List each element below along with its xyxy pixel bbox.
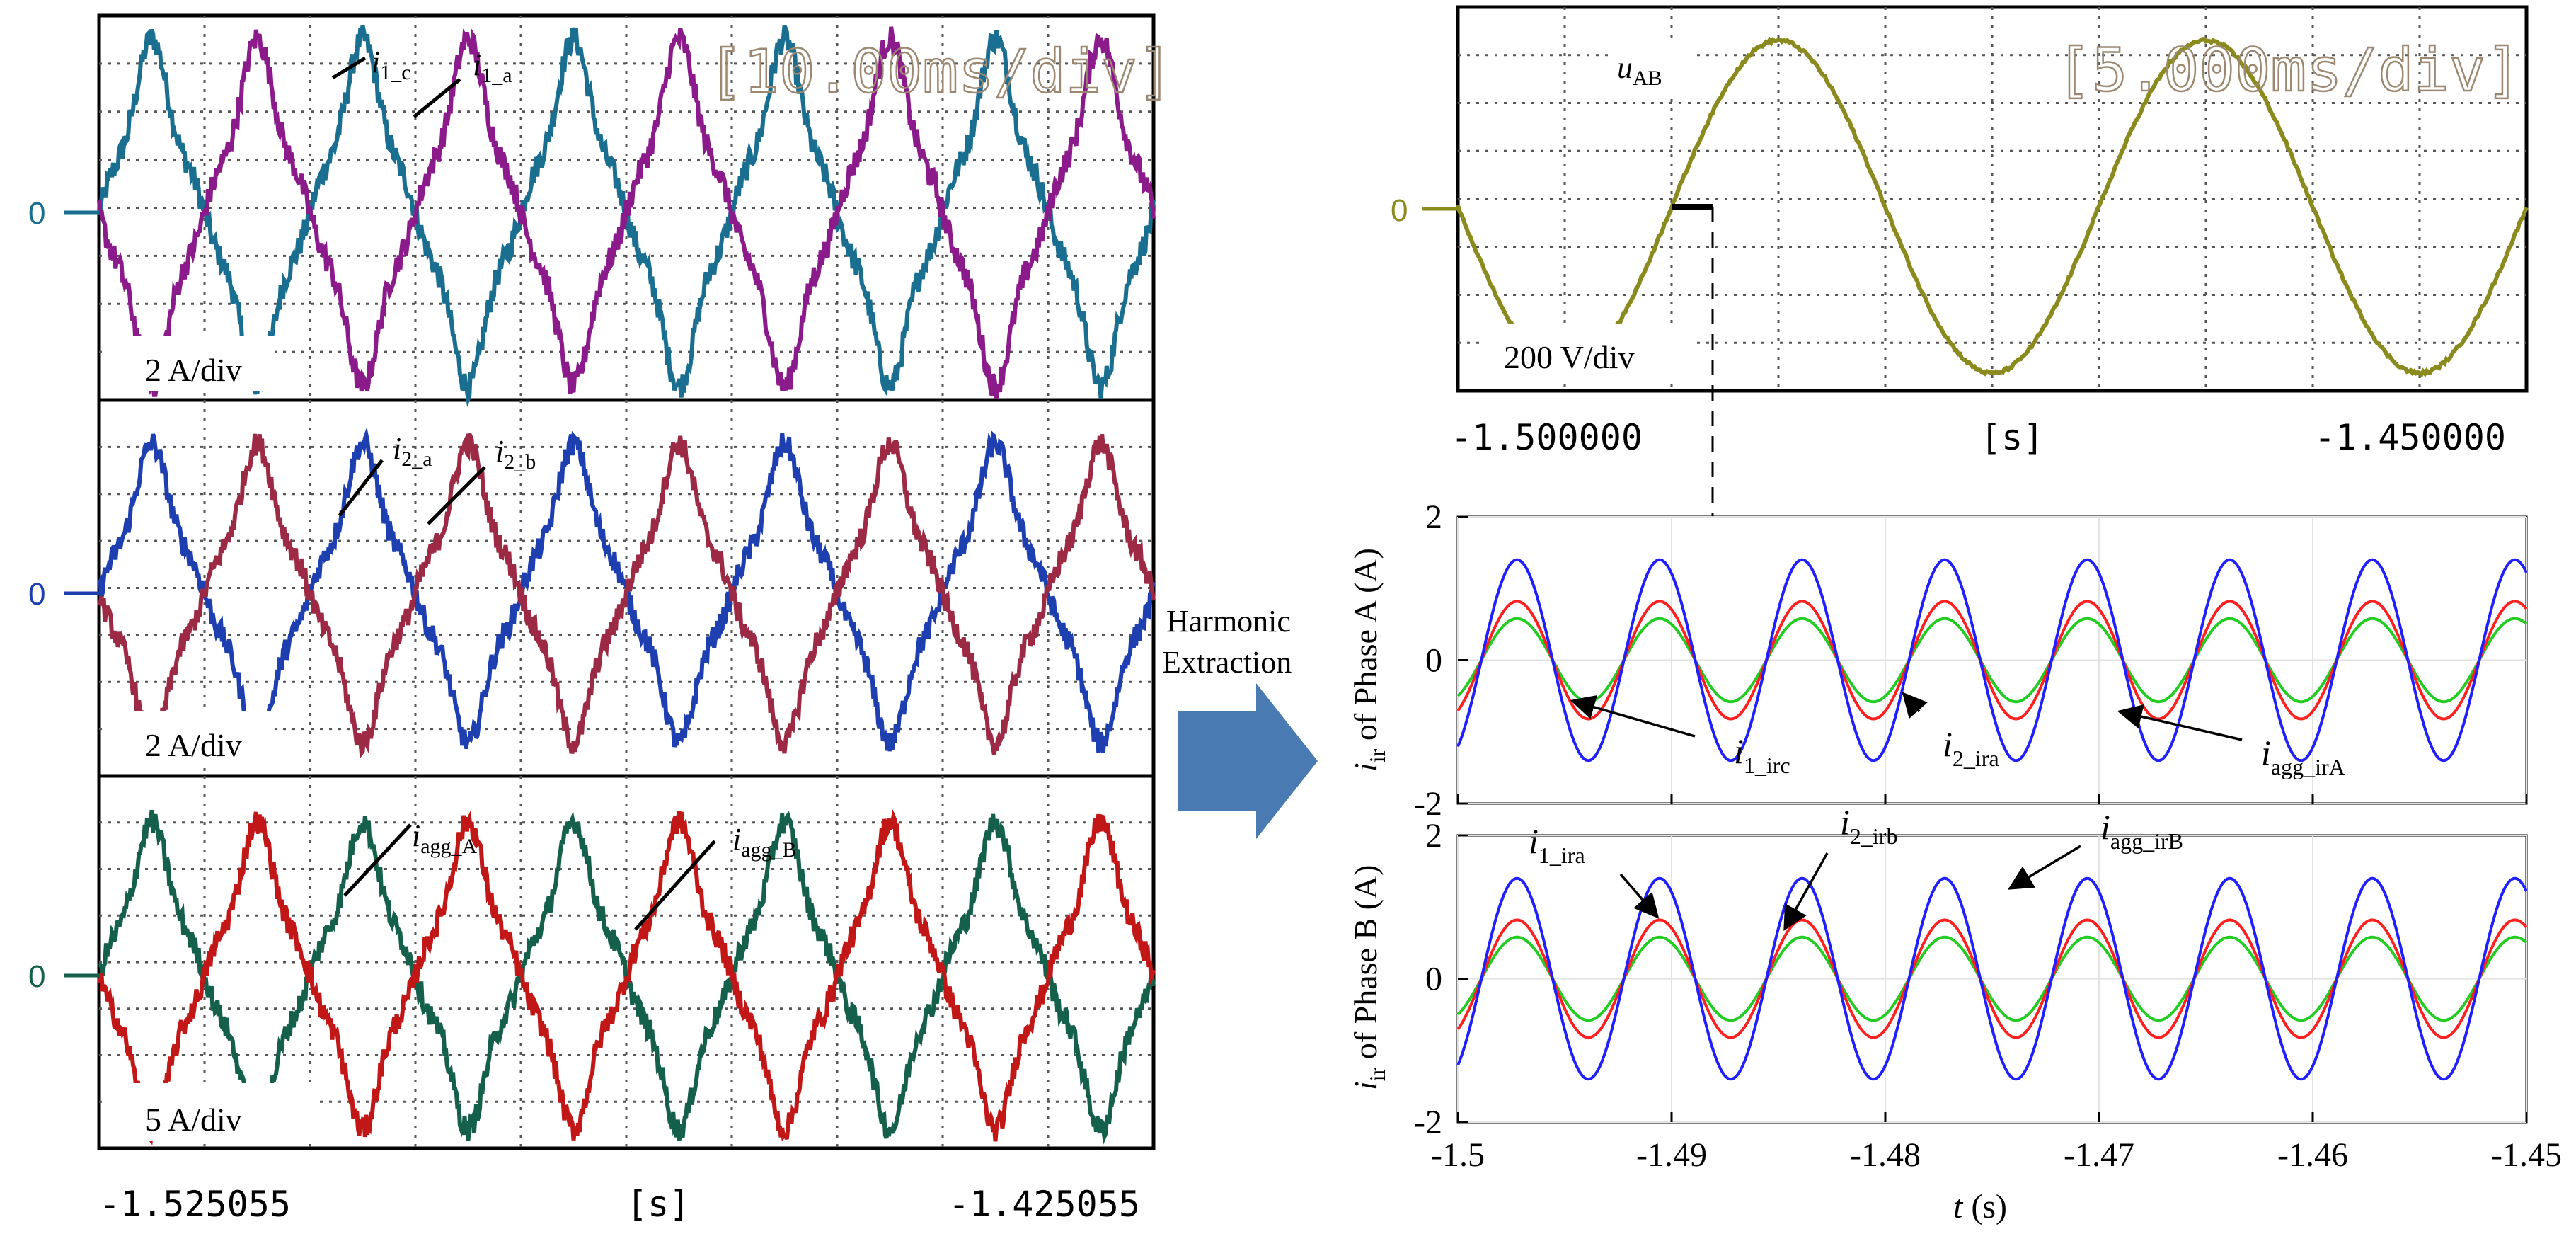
- zero-marker-1: 0: [28, 196, 99, 231]
- series-i2_ira: [1456, 600, 2528, 721]
- annotation-i1_irc: i1_irc: [1734, 731, 1790, 778]
- leader-line: [634, 840, 716, 931]
- annotation-arrow: [1570, 695, 1696, 738]
- amp-box: [105, 1083, 317, 1141]
- y-tick-label: -2: [1414, 1104, 1442, 1141]
- phase-a-plot: -2 0 2 i1_irc i2_ira iagg_irA iir of Phase…: [1347, 498, 2528, 823]
- annotation-iagg_irB: iagg_irB: [2100, 807, 2183, 854]
- series-iagg_B: [97, 808, 1156, 1145]
- zero-label-uab: 0: [1391, 193, 1408, 228]
- series-iagg_irA: [1456, 558, 2528, 762]
- y-tick-label: 2: [1425, 498, 1442, 536]
- zero-label-1: 0: [28, 196, 45, 231]
- phase-b-xlabel: t (s): [1953, 1188, 2007, 1225]
- leader-line: [427, 466, 486, 525]
- annotation-arrow: [1902, 692, 1928, 719]
- grid-uab: [1458, 7, 2526, 391]
- leader-line: [413, 78, 461, 118]
- y-tick-label: 0: [1425, 961, 1442, 998]
- series-i2_b: [97, 433, 1156, 759]
- x-tick-label: -1.46: [2277, 1136, 2348, 1174]
- arrow-label-line2: Extraction: [1162, 645, 1292, 680]
- uab-time-scale-label: [5.000ms/div]: [2056, 35, 2521, 105]
- amp-label-1: 2 A/div: [145, 352, 242, 388]
- series-uAB: [1456, 36, 2529, 378]
- x-unit: [s]: [626, 1184, 690, 1225]
- zero-label-3: 0: [28, 959, 45, 994]
- grid-phase-a: [1457, 516, 2527, 804]
- zero-label-2: 0: [28, 577, 45, 612]
- y-tick-label: 2: [1425, 817, 1442, 855]
- label-uAB: uAB: [1617, 50, 1662, 90]
- amp-box: [105, 336, 275, 391]
- uab-x-tick-end: -1.450000: [2314, 417, 2506, 458]
- annotation-i2_ira: i2_ira: [1943, 724, 1999, 771]
- ticks-phase-a: -2 0 2: [1414, 498, 2528, 823]
- ticks-phase-b: -1.5 -1.49 -1.48 -1.47 -1.46 -1.45 -2 0 2: [1414, 817, 2562, 1174]
- series-i1_irc: [1456, 617, 2528, 704]
- x-tick-label: -1.47: [2064, 1136, 2134, 1174]
- x-tick-label: -1.45: [2491, 1136, 2562, 1174]
- uab-x-tick-start: -1.500000: [1451, 417, 1643, 458]
- label-iagg_A: iagg_A: [412, 818, 478, 858]
- label-i2_b: i2_b: [495, 434, 536, 474]
- annotation-iagg_irA: iagg_irA: [2261, 733, 2345, 779]
- label-box: [1610, 39, 1695, 96]
- annotation-arrow: [2007, 845, 2081, 890]
- phase-b-ylabel: iir of Phase B (A): [1347, 864, 1390, 1090]
- amp-box: [105, 711, 275, 767]
- amp-label-uab: 200 V/div: [1504, 339, 1634, 375]
- arrow-label-line1: Harmonic: [1166, 604, 1291, 639]
- annotation-arrow: [1783, 852, 1829, 932]
- series-i1_a: [97, 26, 1156, 399]
- leader-line: [331, 56, 367, 80]
- label-i1_a: i1_a: [473, 47, 512, 87]
- annotation-i1_ira: i1_ira: [1529, 821, 1585, 868]
- x-tick-end: -1.425055: [948, 1184, 1140, 1225]
- label-i2_a: i2_a: [393, 431, 432, 471]
- zero-marker-uab: 0: [1391, 193, 1458, 228]
- amp-label-3: 5 A/div: [145, 1102, 242, 1138]
- phase-a-ylabel: iir of Phase A (A): [1347, 548, 1390, 772]
- label-i1_c: i1_c: [372, 45, 411, 84]
- arrow-shape: [1178, 683, 1318, 839]
- annotation-arrow: [1619, 873, 1660, 919]
- time-scale-label: [10.00ms/div]: [708, 37, 1173, 106]
- x-tick-start: -1.525055: [99, 1184, 291, 1225]
- amp-box: [1479, 324, 1691, 382]
- grid-phase-b: [1457, 835, 2527, 1123]
- series-i2_irb: [1456, 918, 2528, 1039]
- zero-marker-2: 0: [28, 577, 99, 612]
- left-scope: 0 0 0 [10.00ms/div] 2 A/div 2 A/div 5 A/…: [28, 13, 1174, 1225]
- amp-label-2: 2 A/div: [145, 727, 242, 763]
- x-tick-label: -1.48: [1850, 1136, 1921, 1174]
- series-iagg_irB: [1456, 876, 2528, 1081]
- uab-scope: 0 [5.000ms/div] uAB 200 V/div -1.500000 …: [1391, 5, 2529, 623]
- leader-line: [343, 823, 412, 897]
- x-tick-label: -1.5: [1431, 1136, 1485, 1174]
- phase-b-plot: -1.5 -1.49 -1.48 -1.47 -1.46 -1.45 -2 0 2 i1_ira…: [1347, 802, 2562, 1225]
- annotation-arrow: [2117, 704, 2243, 741]
- series-i1_ira: [1456, 935, 2528, 1022]
- harmonic-extraction-arrow: Harmonic Extraction: [1162, 604, 1318, 839]
- uab-x-unit: [s]: [1980, 417, 2044, 458]
- label-iagg_B: iagg_B: [732, 822, 797, 862]
- x-tick-label: -1.49: [1636, 1136, 1707, 1174]
- y-tick-label: -2: [1414, 785, 1442, 823]
- y-tick-label: 0: [1425, 642, 1442, 680]
- zero-marker-3: 0: [28, 959, 99, 994]
- annotation-i2_irb: i2_irb: [1840, 802, 1897, 849]
- leader-line: [338, 459, 384, 517]
